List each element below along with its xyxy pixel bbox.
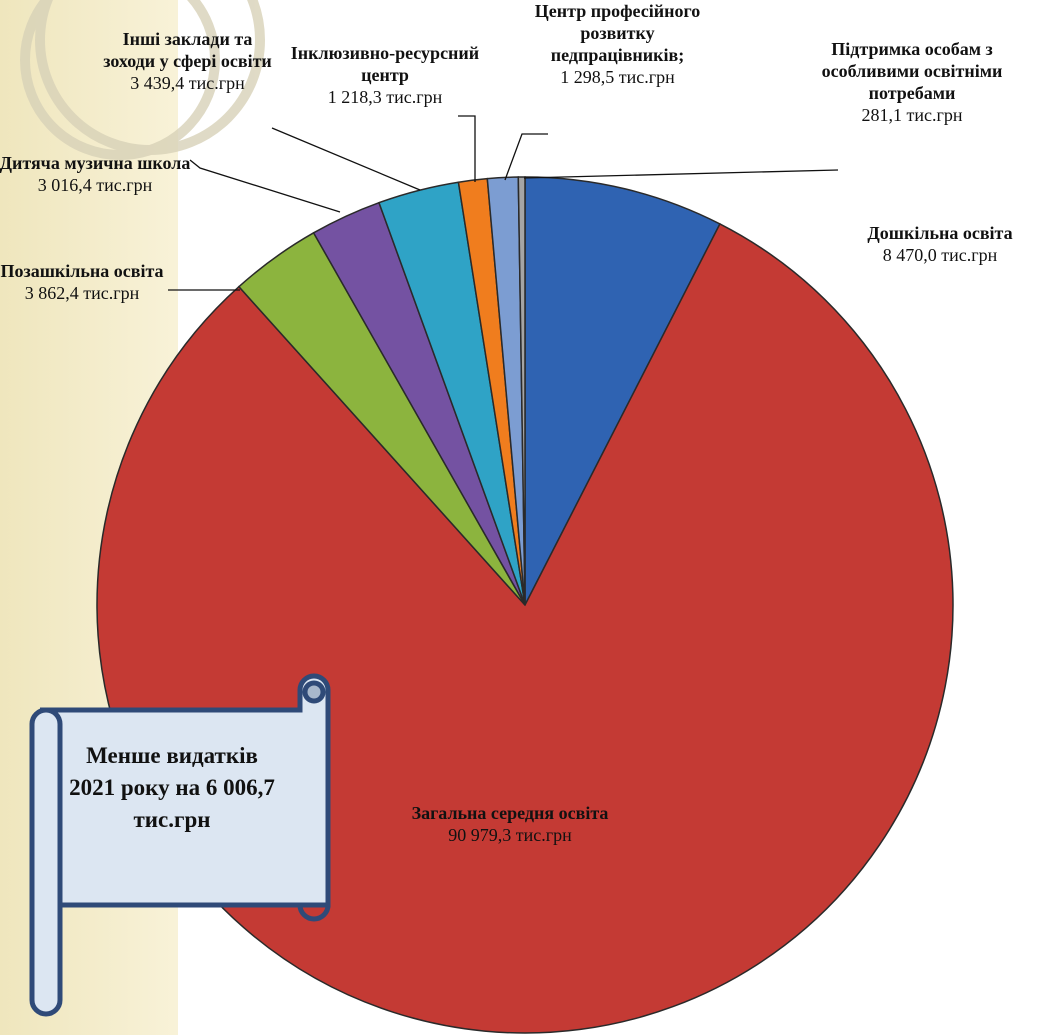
category-label: Позашкільна освіта	[0, 261, 164, 281]
leader-line	[458, 115, 476, 182]
leaders	[168, 115, 839, 291]
category-label: Центр професійного розвитку педпрацівник…	[534, 1, 701, 65]
note-scroll	[29, 673, 331, 1017]
data-label: Загальна середня освіта 90 979,3 тис.грн	[400, 802, 620, 846]
note: Менше видатків 2021 року на 6 006,7 тис.…	[69, 743, 275, 832]
pie-slice	[517, 176, 526, 606]
data-label: Інклюзивно-ресурсний центр 1 218,3 тис.гр…	[285, 42, 485, 108]
value-label: 1 298,5 тис.грн	[560, 67, 675, 87]
leader-line	[504, 133, 548, 181]
data-label: Центр професійного розвитку педпрацівник…	[530, 0, 705, 88]
category-label: Дитяча музична школа	[0, 153, 191, 173]
data-label: Дитяча музична школа 3 016,4 тис.грн	[0, 152, 195, 196]
value-label: 3 862,4 тис.грн	[24, 283, 140, 303]
value-label: 90 979,3 тис.грн	[448, 825, 572, 845]
value-label: 3 439,4 тис.грн	[130, 73, 245, 93]
data-label: Позашкільна освіта 3 862,4 тис.грн	[0, 260, 172, 304]
data-label: Інші заклади та зоходи у сфері освіти 3 4…	[95, 28, 280, 94]
data-label: Дошкільна освіта 8 470,0 тис.грн	[830, 222, 1044, 266]
value-label: 8 470,0 тис.грн	[882, 245, 998, 265]
category-label: Загальна середня освіта	[411, 803, 609, 823]
category-label: Інші заклади та зоходи у сфері освіти	[103, 29, 272, 71]
category-label: Дошкільна освіта	[867, 223, 1013, 243]
value-label: 3 016,4 тис.грн	[37, 175, 153, 195]
value-label: 281,1 тис.грн	[861, 105, 963, 125]
category-label: Підтримка особам з особливими освітніми …	[821, 39, 1003, 103]
data-label: Підтримка особам з особливими освітніми …	[812, 38, 1012, 126]
decoration	[20, 0, 265, 160]
leader-line	[523, 169, 839, 179]
value-label: 1 218,3 тис.грн	[327, 87, 443, 107]
category-label: Інклюзивно-ресурсний центр	[290, 43, 480, 85]
leader-line	[189, 159, 341, 213]
leader-line	[271, 127, 421, 191]
